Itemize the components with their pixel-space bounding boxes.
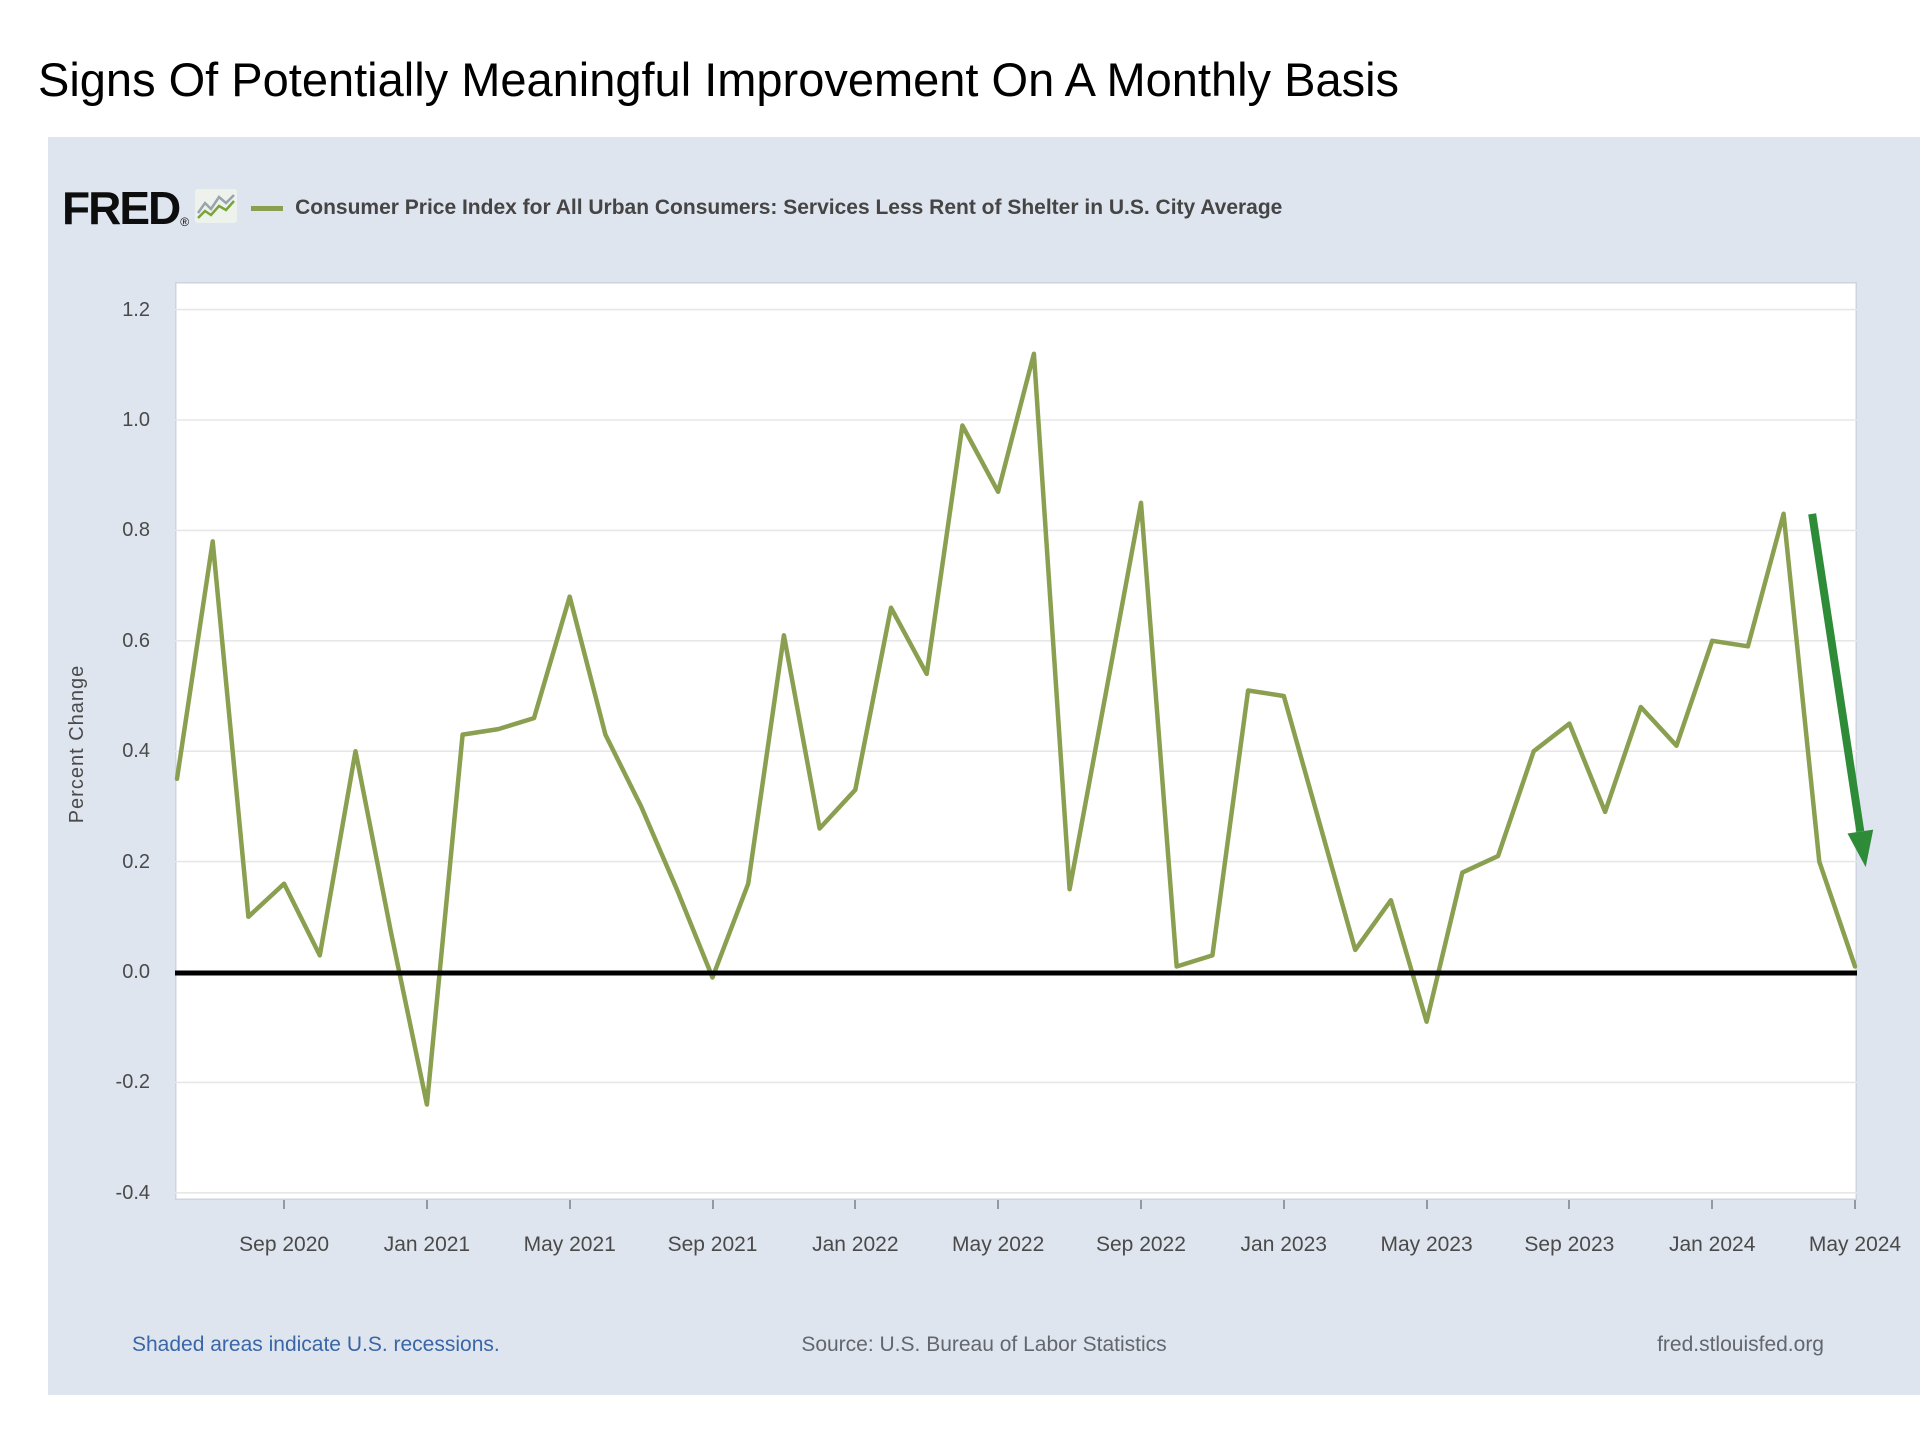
x-tick-mark (711, 1200, 714, 1209)
x-tick-mark (854, 1200, 857, 1209)
fred-graph-icon (195, 188, 238, 228)
x-tick-mark (568, 1200, 571, 1209)
x-tick-mark (1568, 1200, 1571, 1209)
x-tick-label: May 2022 (952, 1233, 1045, 1256)
cpi-line-chart (174, 282, 1874, 1200)
x-tick-label: Jan 2024 (1668, 1233, 1756, 1256)
x-axis-labels: Sep 2020 Jan 2021 May 2021 Sep 2021 Jan 2022… (48, 137, 1920, 1395)
x-tick-mark (1282, 1200, 1285, 1209)
x-tick-mark (1854, 1200, 1856, 1209)
y-tick-label: 1.0 (122, 409, 150, 431)
chart-footer: Shaded areas indicate U.S. recessions. S… (48, 1333, 1920, 1361)
x-tick-mark (425, 1200, 428, 1209)
x-tick-label: Jan 2023 (1240, 1233, 1327, 1256)
y-tick-label: 1.2 (122, 298, 150, 321)
fred-url-link[interactable]: fred.stlouisfed.org (1657, 1333, 1824, 1356)
x-tick-label: May 2021 (523, 1233, 616, 1256)
x-tick-label: May 2023 (1380, 1233, 1473, 1256)
x-tick-mark (1711, 1200, 1714, 1209)
fred-chart-panel: FRED ® Consumer Price Index for All Urban… (48, 137, 1920, 1395)
fred-logo[interactable]: FRED (62, 182, 181, 234)
y-tick-label: 0.2 (122, 850, 150, 873)
x-tick-label: Sep 2023 (1524, 1233, 1615, 1256)
x-tick-label: Sep 2021 (667, 1233, 758, 1256)
legend-line-swatch (251, 205, 284, 211)
y-tick-label: 0.0 (122, 961, 150, 983)
y-tick-label: 0.4 (122, 740, 150, 763)
x-tick-mark (1425, 1200, 1428, 1209)
x-tick-mark (1139, 1200, 1142, 1209)
source-note: Source: U.S. Bureau of Labor Statistics (801, 1333, 1167, 1356)
page-title: Signs Of Potentially Meaningful Improvem… (38, 53, 1400, 106)
x-tick-label: Jan 2021 (383, 1233, 471, 1256)
registered-mark: ® (180, 215, 190, 229)
y-tick-label: -0.2 (115, 1071, 150, 1094)
x-tick-label: Sep 2022 (1095, 1233, 1186, 1256)
chart-header: FRED ® Consumer Price Index for All Urban… (62, 185, 1282, 231)
x-tick-label: Jan 2022 (812, 1233, 899, 1256)
x-tick-label: May 2024 (1808, 1233, 1902, 1256)
y-axis-labels: 1.2 1.0 0.8 0.6 0.4 0.2 0.0 -0.2 -0.4 (62, 137, 150, 1395)
legend-series-label: Consumer Price Index for All Urban Consu… (295, 196, 1283, 219)
plot-area (174, 282, 1874, 1200)
cpi-series-line (174, 351, 1858, 1107)
recessions-note[interactable]: Shaded areas indicate U.S. recessions. (132, 1333, 500, 1356)
y-tick-label: -0.4 (115, 1181, 150, 1204)
trend-arrow-head (1847, 829, 1874, 868)
trend-arrow-shaft (1808, 513, 1865, 833)
x-tick-mark (997, 1200, 1000, 1209)
y-tick-label: 0.8 (122, 519, 150, 542)
x-tick-mark (283, 1200, 286, 1209)
x-tick-label: Sep 2020 (239, 1233, 330, 1256)
y-tick-label: 0.6 (122, 629, 150, 652)
